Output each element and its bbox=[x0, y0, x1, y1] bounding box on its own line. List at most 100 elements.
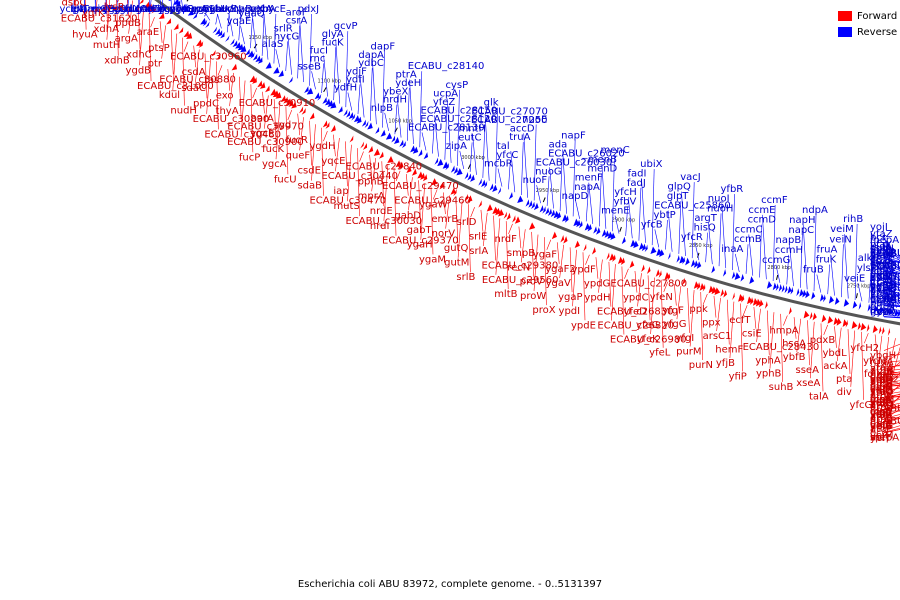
gene-label[interactable]: ygaF2 bbox=[545, 264, 576, 275]
gene-label[interactable]: proV bbox=[520, 277, 543, 288]
gene-label[interactable]: menC bbox=[600, 145, 629, 156]
gene-label[interactable]: nrdF bbox=[495, 234, 518, 245]
gene-label[interactable]: ECABU_c31000 bbox=[137, 81, 214, 92]
gene-label[interactable]: alaS bbox=[262, 39, 283, 50]
gene-label[interactable]: yfbR bbox=[721, 184, 744, 195]
gene-label[interactable]: dsbC bbox=[62, 0, 87, 8]
gene-label[interactable]: syd bbox=[274, 120, 291, 131]
gene-label[interactable]: ypdC bbox=[623, 293, 649, 304]
gene-label[interactable]: relA bbox=[147, 4, 167, 15]
gene-label[interactable]: pta bbox=[836, 374, 852, 385]
gene-label[interactable]: ybeX bbox=[383, 86, 408, 97]
gene-label[interactable]: yfaY bbox=[870, 239, 893, 250]
gene-label[interactable]: glpB2 bbox=[870, 375, 899, 386]
gene-label[interactable]: gabD bbox=[394, 210, 421, 221]
gene-label[interactable]: hycF bbox=[870, 284, 894, 295]
gene-label[interactable]: ECABU_c29380 bbox=[482, 260, 559, 271]
gene-label[interactable]: napF bbox=[561, 130, 586, 141]
gene-label[interactable]: lplT bbox=[71, 4, 90, 15]
gene-label[interactable]: yfiP bbox=[729, 371, 747, 382]
gene-label[interactable]: ygbM bbox=[870, 282, 897, 293]
gene-label[interactable]: ECABU_c30900 bbox=[227, 137, 304, 148]
gene-label[interactable]: sixA bbox=[870, 256, 891, 267]
gene-label[interactable]: fucK bbox=[262, 144, 284, 155]
gene-label[interactable]: spr bbox=[870, 432, 887, 443]
gene-label[interactable]: atoS bbox=[870, 379, 893, 390]
gene-label[interactable]: eno bbox=[147, 4, 166, 15]
gene-label[interactable]: ccmE bbox=[748, 205, 775, 216]
gene-label[interactable]: ECABU_c30970 bbox=[227, 122, 304, 133]
gene-label[interactable]: purN bbox=[689, 360, 713, 371]
gene-label[interactable]: yfjB bbox=[716, 358, 735, 369]
gene-label[interactable]: ppx bbox=[702, 318, 721, 329]
gene-label[interactable]: ypdI bbox=[559, 306, 581, 317]
gene-label[interactable]: amiC bbox=[81, 4, 107, 15]
gene-label[interactable]: ybfB bbox=[783, 352, 806, 363]
gene-label[interactable]: ECABU_c25510 bbox=[870, 416, 900, 427]
gene-label[interactable]: ygaX bbox=[238, 4, 263, 15]
gene-label[interactable]: ecfT bbox=[729, 315, 751, 326]
gene-label[interactable]: rcsC bbox=[870, 267, 892, 278]
gene-label[interactable]: ygcF bbox=[158, 4, 182, 15]
gene-label[interactable]: yejE bbox=[870, 385, 891, 396]
gene-label[interactable]: proX bbox=[532, 305, 555, 316]
gene-label[interactable]: zipA bbox=[446, 141, 467, 152]
gene-label[interactable]: arnB bbox=[870, 376, 893, 387]
gene-label[interactable]: sseA bbox=[796, 365, 820, 376]
gene-label[interactable]: ECABU_c30150 bbox=[870, 249, 900, 260]
gene-label[interactable]: ECABU_c27250 bbox=[471, 115, 548, 126]
gene-label[interactable]: ECABU_c29560 bbox=[482, 275, 559, 286]
gene-label[interactable]: hycI bbox=[870, 272, 891, 283]
gene-label[interactable]: div bbox=[837, 387, 852, 398]
gene-label[interactable]: pdxJ bbox=[298, 4, 320, 15]
gene-label[interactable]: cysH bbox=[204, 4, 228, 15]
gene-label[interactable]: dapF bbox=[371, 42, 396, 53]
gene-label[interactable]: yfiD bbox=[870, 283, 890, 294]
gene-label[interactable]: ubiG bbox=[870, 421, 893, 432]
gene-label[interactable]: fucO bbox=[124, 4, 147, 15]
gene-label[interactable]: yfaZ bbox=[870, 229, 893, 240]
gene-label[interactable]: ypdH bbox=[584, 293, 610, 304]
gene-label[interactable]: ECABU_c30910 bbox=[239, 98, 316, 109]
gene-label[interactable]: kdul bbox=[159, 90, 180, 101]
gene-label[interactable]: recB bbox=[92, 4, 115, 15]
gene-label[interactable]: ECABU_c26980 bbox=[610, 334, 687, 345]
gene-label[interactable]: hycD bbox=[870, 246, 896, 257]
gene-label[interactable]: ygaM bbox=[419, 254, 446, 265]
gene-label[interactable]: yfcH2 bbox=[850, 343, 879, 354]
gene-label[interactable]: ECABU_c30890 bbox=[193, 114, 270, 125]
gene-label[interactable]: csdA bbox=[182, 67, 206, 78]
gene-label[interactable]: vacJ bbox=[680, 172, 701, 183]
gene-label[interactable]: ECABU_c27930 bbox=[870, 277, 900, 288]
gene-label[interactable]: mepA2 bbox=[870, 433, 900, 444]
gene-label[interactable]: yeiQ bbox=[870, 398, 893, 409]
gene-label[interactable]: fucR bbox=[286, 135, 308, 146]
gene-label[interactable]: yfaX bbox=[870, 250, 893, 261]
gene-label[interactable]: ptsP bbox=[148, 43, 170, 54]
gene-label[interactable]: ydeH bbox=[395, 78, 421, 89]
gene-label[interactable]: aroF bbox=[286, 8, 308, 19]
gene-label[interactable]: ypdE bbox=[571, 320, 596, 331]
gene-label[interactable]: eco bbox=[870, 428, 888, 439]
gene-label[interactable]: fucU bbox=[274, 174, 297, 185]
gene-label[interactable]: iap bbox=[333, 186, 348, 197]
gene-label[interactable]: hisQ bbox=[694, 223, 716, 234]
gene-label[interactable]: nuoF bbox=[523, 175, 548, 186]
gene-label[interactable]: arnE bbox=[870, 414, 893, 425]
gene-label[interactable]: ECABU_c28590 bbox=[870, 294, 900, 305]
gene-label[interactable]: napA bbox=[574, 182, 600, 193]
gene-label[interactable]: ccmG bbox=[762, 255, 791, 266]
gene-label[interactable]: rnc bbox=[310, 53, 326, 64]
gene-label[interactable]: ECABU_c26820 bbox=[597, 321, 674, 332]
gene-label[interactable]: ccmH bbox=[775, 245, 803, 256]
gene-label[interactable]: ygdB bbox=[126, 65, 152, 76]
gene-label[interactable]: yeiR bbox=[870, 410, 892, 421]
gene-label[interactable]: ECABU_c29840 bbox=[346, 161, 423, 172]
gene-label[interactable]: norV bbox=[432, 229, 456, 240]
gene-label[interactable]: ECABU_c26830 bbox=[597, 307, 674, 318]
gene-label[interactable]: fruB bbox=[803, 265, 824, 276]
gene-label[interactable]: yfgI bbox=[676, 333, 695, 344]
gene-label[interactable]: ygbA bbox=[250, 4, 276, 15]
gene-label[interactable]: ypdG bbox=[584, 279, 610, 290]
gene-label[interactable]: yfaP bbox=[870, 277, 892, 288]
